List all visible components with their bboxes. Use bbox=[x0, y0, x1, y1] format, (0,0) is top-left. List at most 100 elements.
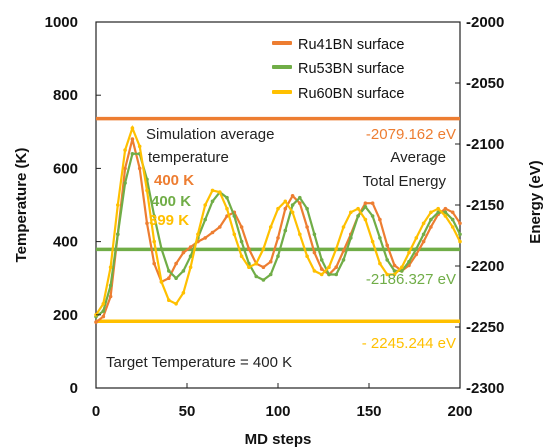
series-1-point-3 bbox=[116, 232, 120, 237]
series-0-point-0 bbox=[94, 320, 98, 324]
series-0-point-15 bbox=[203, 236, 207, 240]
series-0-point-37 bbox=[363, 201, 368, 205]
series-1-point-33 bbox=[334, 272, 339, 277]
series-2-point-19 bbox=[232, 232, 237, 237]
series-1-point-1 bbox=[101, 309, 106, 313]
series-2-point-32 bbox=[327, 265, 331, 270]
series-1-point-10 bbox=[167, 269, 171, 273]
series-1-point-40 bbox=[385, 258, 390, 262]
series-1-point-15 bbox=[203, 217, 207, 222]
series-0-point-45 bbox=[421, 239, 426, 244]
series-2-point-29 bbox=[305, 254, 309, 258]
legend-label-ru41: Ru41BN surface bbox=[298, 37, 404, 53]
avg-energy-label-1: Average bbox=[390, 149, 446, 166]
series-0-point-11 bbox=[174, 261, 178, 266]
series-2-point-4 bbox=[123, 148, 127, 152]
series-1-point-19 bbox=[232, 214, 237, 218]
legend-swatch-ru53 bbox=[272, 65, 292, 69]
series-2-point-10 bbox=[167, 298, 171, 303]
series-2-point-46 bbox=[429, 210, 433, 215]
series-1-point-31 bbox=[319, 258, 324, 262]
series-2-point-23 bbox=[261, 247, 266, 251]
series-2-point-13 bbox=[188, 265, 193, 270]
series-2-point-22 bbox=[254, 261, 258, 266]
x-tick-label-4: 200 bbox=[447, 403, 472, 420]
series-2-point-18 bbox=[225, 206, 229, 211]
sim-avg-label-1: Simulation average bbox=[146, 126, 274, 143]
x-axis-label: MD steps bbox=[245, 431, 312, 448]
series-2-point-30 bbox=[312, 269, 317, 273]
legend-label-ru53: Ru53BN surface bbox=[298, 61, 404, 77]
series-1-point-16 bbox=[210, 199, 215, 204]
series-0-point-40 bbox=[385, 243, 390, 248]
y2-tick-label-5: -2050 bbox=[466, 75, 504, 92]
series-1-point-37 bbox=[363, 205, 368, 209]
series-0-point-23 bbox=[261, 265, 266, 270]
series-0-point-8 bbox=[152, 261, 156, 266]
series-2-point-14 bbox=[196, 232, 200, 237]
series-0-point-48 bbox=[443, 206, 448, 211]
series-layer bbox=[94, 124, 462, 324]
plot-area bbox=[95, 21, 461, 389]
series-0-point-34 bbox=[341, 249, 346, 253]
x-tick-label-2: 100 bbox=[265, 403, 290, 420]
y2-tick-label-6: -2000 bbox=[466, 14, 504, 31]
series-2-point-33 bbox=[334, 247, 339, 251]
series-1-point-29 bbox=[305, 206, 309, 211]
series-2-point-20 bbox=[239, 254, 244, 258]
series-1-point-20 bbox=[239, 239, 244, 244]
ref-label-ru53: -2186.327 eV bbox=[366, 271, 456, 288]
y-tick-label-5: 1000 bbox=[45, 14, 78, 31]
series-1-point-38 bbox=[370, 214, 375, 218]
y2-axis-label: Energy (eV) bbox=[527, 160, 544, 243]
series-2-point-7 bbox=[145, 188, 149, 193]
series-0-point-44 bbox=[414, 252, 419, 257]
y2-tick-label-0: -2300 bbox=[466, 380, 504, 397]
legend-swatch-ru41 bbox=[272, 41, 292, 45]
series-2-point-8 bbox=[152, 239, 156, 244]
series-1-point-13 bbox=[188, 254, 193, 258]
series-0-point-17 bbox=[218, 225, 222, 229]
series-1-point-27 bbox=[290, 203, 295, 207]
series-2-point-24 bbox=[268, 225, 273, 229]
legend-label-ru60: Ru60BN surface bbox=[298, 86, 404, 102]
series-0-point-7 bbox=[145, 221, 149, 226]
series-0-point-2 bbox=[108, 294, 113, 299]
series-2-point-45 bbox=[421, 221, 426, 226]
series-1-point-11 bbox=[174, 276, 178, 281]
series-1-point-8 bbox=[152, 214, 156, 218]
series-1-point-2 bbox=[108, 283, 113, 288]
avg-energy-label-2: Total Energy bbox=[363, 173, 447, 190]
series-1-point-4 bbox=[123, 181, 127, 185]
x-tick-label-1: 50 bbox=[179, 403, 196, 420]
y2-tick-label-1: -2250 bbox=[466, 319, 504, 336]
series-0-point-5 bbox=[130, 137, 135, 141]
series-2-point-38 bbox=[370, 239, 375, 244]
series-2-point-25 bbox=[276, 206, 280, 211]
series-1-point-45 bbox=[421, 232, 426, 237]
series-0-point-16 bbox=[210, 230, 215, 235]
series-1-point-22 bbox=[254, 274, 258, 279]
series-2-point-34 bbox=[341, 225, 346, 229]
series-2-point-6 bbox=[137, 144, 142, 149]
series-1-point-46 bbox=[429, 217, 433, 222]
y2-tick-label-3: -2150 bbox=[466, 197, 504, 214]
series-0-point-33 bbox=[334, 265, 339, 270]
series-2-point-26 bbox=[283, 199, 288, 204]
y-tick-label-2: 400 bbox=[53, 234, 78, 251]
sim-avg-label-2: temperature bbox=[148, 149, 229, 166]
series-0-point-39 bbox=[378, 217, 382, 222]
series-0-point-6 bbox=[137, 166, 142, 171]
series-1-point-12 bbox=[181, 269, 186, 273]
target-temperature-label: Target Temperature = 400 K bbox=[106, 354, 292, 371]
series-2-point-43 bbox=[407, 250, 411, 255]
series-2-point-40 bbox=[385, 272, 390, 277]
ref-label-ru60: - 2245.244 eV bbox=[362, 335, 456, 352]
series-1-point-30 bbox=[312, 232, 317, 237]
series-2-point-27 bbox=[290, 210, 295, 215]
series-2-point-28 bbox=[298, 232, 302, 237]
series-1-point-32 bbox=[327, 272, 331, 277]
y-tick-label-1: 200 bbox=[53, 307, 78, 324]
series-0-point-25 bbox=[276, 236, 280, 240]
series-1-point-28 bbox=[298, 195, 302, 200]
